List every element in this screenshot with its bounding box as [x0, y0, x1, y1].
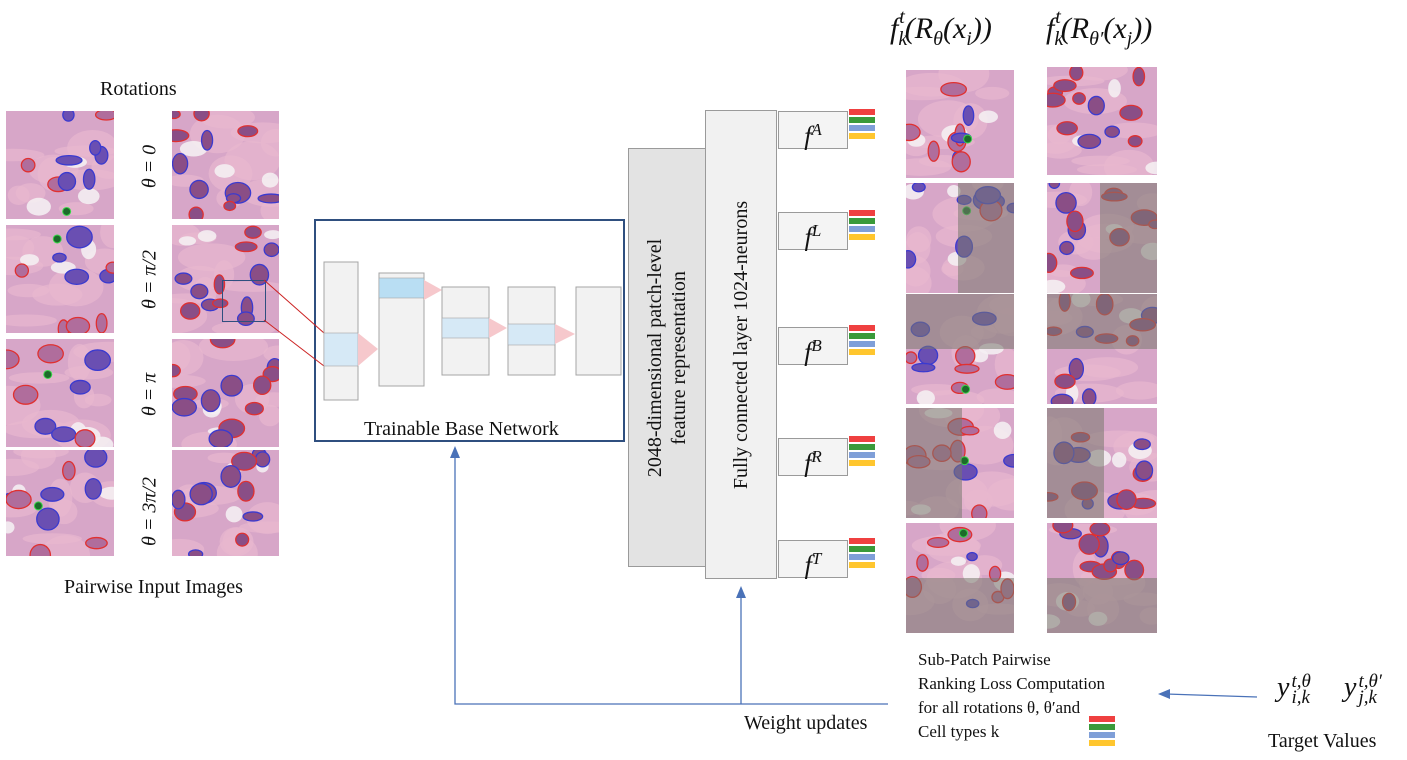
masked-region: [906, 408, 963, 518]
loss-description: Sub-Patch Pairwise Ranking Loss Computat…: [918, 648, 1105, 744]
input-image-rotated-tile: [172, 339, 279, 447]
weight-update-line: [454, 452, 888, 705]
patch-highlight: [222, 280, 266, 322]
sub-patch-x-i-tile: [906, 523, 1014, 633]
masked-region: [1047, 408, 1105, 518]
head-color-bars: [849, 538, 875, 570]
masked-region: [957, 183, 1014, 293]
head-symbol: f: [804, 222, 812, 252]
rotations-title: Rotations: [100, 78, 177, 100]
head-superscript: B: [811, 336, 822, 355]
input-image-x-tile: [6, 450, 114, 556]
sub-patch-x-j-tile: [1047, 523, 1157, 633]
head-fR: fR: [778, 438, 848, 478]
head-superscript: T: [811, 549, 822, 568]
head-fT: fT: [778, 540, 848, 580]
input-image-x-tile: [6, 111, 114, 219]
head-superscript: A: [811, 120, 822, 139]
feature-label-line1: 2048-dimensional patch-level: [644, 238, 666, 477]
target-arrow: [1165, 693, 1258, 698]
loss-line-3: for all rotations θ, θ′and: [918, 698, 1081, 717]
loss-color-bars: [1089, 716, 1115, 748]
head-color-bars: [849, 109, 875, 141]
header-right-formula: fkt(Rθ′(xj)): [1046, 6, 1153, 50]
target-y-i: y t,θ i,k: [1277, 670, 1311, 708]
input-image-rotated-tile: [172, 111, 279, 219]
head-fB: fB: [778, 327, 848, 367]
sub-patch-x-j-tile: [1047, 294, 1157, 404]
head-superscript: R: [811, 447, 822, 466]
sub-patch-x-i-tile: [906, 70, 1014, 178]
sub-patch-x-j-tile: [1047, 67, 1157, 175]
input-image-x-tile: [6, 339, 114, 447]
sub-patch-x-i-tile: [906, 408, 1014, 518]
fully-connected-layer-box: Fully connected layer 1024-neurons: [705, 110, 777, 579]
feature-label-line2: feature representation: [668, 270, 690, 445]
loss-line-4: Cell types k: [918, 722, 1000, 741]
masked-region: [1047, 294, 1157, 349]
head-fL: fL: [778, 212, 848, 252]
head-symbol: f: [804, 121, 812, 151]
head-fA: fA: [778, 111, 848, 151]
target-values-caption: Target Values: [1268, 730, 1377, 752]
head-symbol: f: [804, 337, 812, 367]
head-color-bars: [849, 210, 875, 242]
head-symbol: f: [804, 448, 812, 478]
fc-label: Fully connected layer 1024-neurons: [730, 200, 752, 489]
head-color-bars: [849, 325, 875, 357]
head-color-bars: [849, 436, 875, 468]
masked-region: [1047, 578, 1157, 633]
header-left-formula: fkt(Rθ(xi)): [890, 6, 992, 50]
input-image-rotated-tile: [172, 450, 279, 556]
loss-line-2: Ranking Loss Computation: [918, 674, 1105, 693]
masked-region: [906, 578, 1014, 633]
sub-patch-x-j-tile: [1047, 183, 1157, 293]
masked-region: [1099, 183, 1157, 293]
masked-region: [906, 294, 1014, 349]
sub-patch-x-i-tile: [906, 294, 1014, 404]
trainable-base-network-label: Trainable Base Network: [364, 418, 559, 440]
sub-patch-x-i-tile: [906, 183, 1014, 293]
loss-line-1: Sub-Patch Pairwise: [918, 650, 1051, 669]
layer-5: [575, 286, 622, 376]
weight-updates-label: Weight updates: [744, 712, 868, 734]
trainable-base-network-frame: [314, 219, 625, 442]
input-image-x-tile: [6, 225, 114, 333]
head-symbol: f: [804, 550, 812, 580]
sub-patch-x-j-tile: [1047, 408, 1157, 518]
feature-representation-box: 2048-dimensional patch-level feature rep…: [628, 148, 706, 567]
target-y-j: y t,θ′ j,k: [1344, 670, 1382, 708]
input-image-rotated-tile: [172, 225, 279, 333]
head-superscript: L: [811, 221, 822, 240]
layer-1: [323, 261, 359, 401]
input-images-caption: Pairwise Input Images: [64, 576, 243, 598]
